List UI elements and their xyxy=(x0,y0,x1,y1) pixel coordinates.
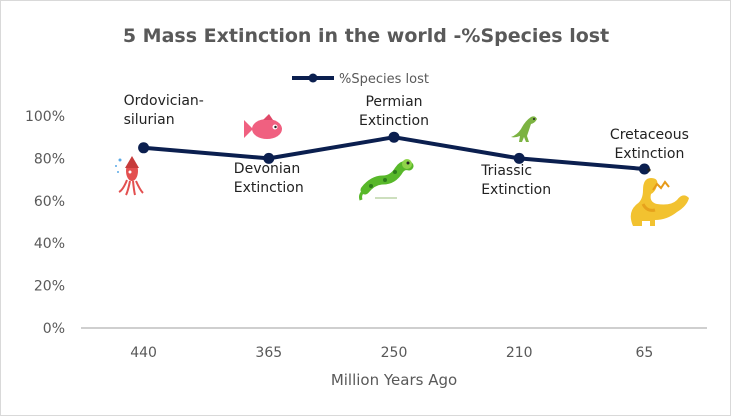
y-tick-label: 20% xyxy=(34,279,65,295)
squid-icon xyxy=(115,156,144,196)
data-point xyxy=(638,163,650,175)
x-tick-label: 365 xyxy=(255,345,282,361)
x-tick-label: 65 xyxy=(635,345,653,361)
y-axis-ticks: 0% 20% 40% 60% 80% 100% xyxy=(25,109,65,337)
annotations: Ordovician-silurian Devonian Extinction Per… xyxy=(124,93,689,198)
annotation-label: Ordovician-silurian xyxy=(124,93,204,128)
legend: %Species lost xyxy=(292,72,429,87)
dinosaur-icon xyxy=(630,168,689,226)
y-tick-label: 0% xyxy=(43,321,65,337)
fish-icon xyxy=(244,114,282,139)
y-tick-label: 40% xyxy=(34,236,65,252)
x-tick-label: 210 xyxy=(506,345,533,361)
annotation-label: Cretaceous Extinction xyxy=(610,127,689,162)
annotation-label: Permian Extinction xyxy=(359,94,429,129)
y-tick-label: 60% xyxy=(34,194,65,210)
legend-label: %Species lost xyxy=(339,72,429,87)
y-tick-label: 100% xyxy=(25,109,65,125)
x-axis-title: Million Years Ago xyxy=(331,371,457,389)
annotation-label: Devonian Extinction xyxy=(234,161,304,196)
x-axis: 440 365 250 210 65 xyxy=(81,327,707,361)
x-tick-label: 250 xyxy=(381,345,408,361)
lizard-icon xyxy=(359,159,414,201)
data-point xyxy=(263,152,275,164)
chart-title: 5 Mass Extinction in the world -%Species… xyxy=(123,25,609,47)
series-group xyxy=(138,131,650,175)
annotation-label: Triassic Extinction xyxy=(480,163,551,198)
data-point xyxy=(138,142,150,154)
x-tick-label: 440 xyxy=(130,345,157,361)
data-point xyxy=(388,131,400,143)
small-dinosaur-icon xyxy=(511,116,537,142)
y-tick-label: 80% xyxy=(34,151,65,167)
data-point xyxy=(513,152,525,164)
legend-marker-swatch xyxy=(308,73,318,83)
